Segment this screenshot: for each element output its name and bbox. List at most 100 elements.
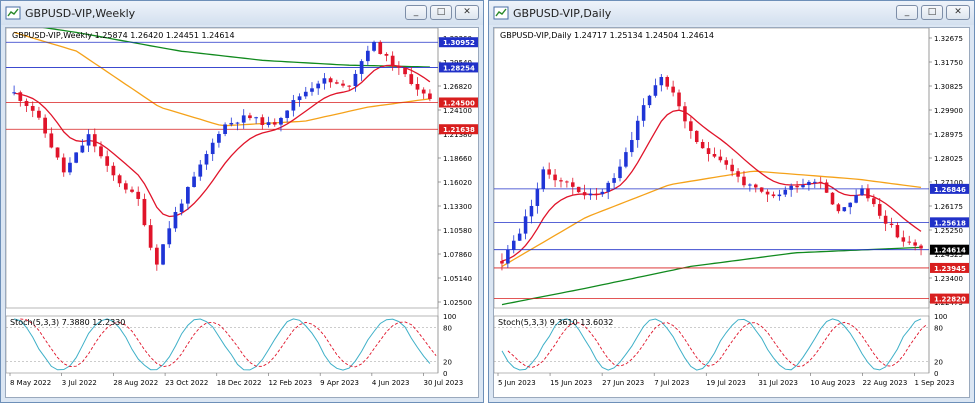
candle-body — [260, 117, 265, 126]
candle-body — [390, 55, 395, 67]
date-tick-label: 19 Jul 2023 — [706, 379, 746, 387]
price-tick-label: 1.10580 — [443, 227, 472, 235]
candle-body — [689, 121, 693, 131]
candle-body — [594, 193, 599, 195]
candle-body — [836, 204, 841, 212]
daily-chart-svg[interactable]: 1.32675 1.31750 1.30825 1.29900 1.28975 1.280… — [493, 27, 971, 399]
minimize-button[interactable]: _ — [896, 5, 918, 20]
candle-body — [765, 191, 770, 195]
close-button[interactable]: ✕ — [946, 5, 970, 20]
candle-body — [571, 182, 575, 187]
price-tick-label: 1.31750 — [934, 59, 963, 67]
level-price-label: 1.23945 — [934, 265, 966, 273]
level-price-tag — [439, 124, 478, 135]
level-price-tag — [930, 244, 969, 255]
candle-body — [111, 165, 116, 176]
candle-body — [748, 184, 752, 186]
candle-body — [123, 183, 128, 190]
weekly-chart-window[interactable]: GBPUSD-VIP,Weekly _ □ ✕ 1.322601.295401.… — [0, 0, 484, 403]
stochastic-tick-label: 20 — [934, 359, 943, 367]
candle-body — [192, 176, 196, 187]
candle-body — [43, 117, 47, 134]
candle-body — [742, 176, 746, 186]
candle-body — [612, 178, 616, 183]
candle-body — [588, 193, 593, 196]
price-tick-label: 1.28975 — [934, 131, 963, 139]
level-price-tag — [439, 97, 478, 108]
moving-average-short — [13, 64, 431, 218]
close-button[interactable]: ✕ — [455, 5, 479, 20]
candle-body — [49, 133, 54, 148]
candle-body — [511, 240, 516, 250]
candle-body — [624, 152, 628, 167]
candle-body — [272, 122, 277, 125]
level-price-label: 1.22820 — [934, 296, 966, 304]
stochastic-label: Stoch(5,3,3) 7.3880 12.2330 — [10, 318, 125, 327]
price-tick-label: 1.16020 — [443, 179, 472, 187]
date-tick-label: 9 Apr 2023 — [320, 379, 359, 387]
stochastic-tick-label: 0 — [934, 370, 938, 378]
price-tick-label: 1.23400 — [934, 275, 963, 283]
daily-window-title: GBPUSD-VIP,Daily — [513, 6, 612, 20]
candle-body — [365, 50, 370, 62]
date-tick-label: 27 Jun 2023 — [602, 379, 644, 387]
moving-average-long — [501, 246, 922, 306]
candle-body — [919, 245, 923, 249]
candle-body — [724, 160, 729, 165]
price-tick-label: 1.24100 — [443, 107, 472, 115]
candle-body — [647, 95, 652, 106]
candle-body — [517, 233, 522, 241]
date-tick-label: 22 Aug 2023 — [862, 379, 907, 387]
candle-body — [712, 153, 717, 157]
restore-button[interactable]: □ — [430, 5, 452, 20]
candle-body — [618, 166, 622, 179]
weekly-chart-svg[interactable]: 1.322601.295401.268201.241001.213801.186… — [5, 22, 480, 399]
daily-chart-window[interactable]: GBPUSD-VIP,Daily _ □ ✕ 1.32675 1.31750 1.3… — [488, 0, 975, 403]
candle-body — [384, 53, 389, 56]
candle-body — [229, 122, 234, 125]
candle-body — [55, 147, 60, 158]
candle-body — [266, 122, 271, 126]
candle-body — [18, 92, 23, 101]
minimize-button[interactable]: _ — [405, 5, 427, 20]
price-tick-label: 1.07860 — [443, 251, 472, 259]
stochastic-main-line — [501, 318, 922, 371]
candle-body — [105, 156, 110, 166]
stochastic-main-line — [13, 318, 431, 371]
weekly-chart-area[interactable]: 1.322601.295401.268201.241001.213801.186… — [5, 22, 480, 399]
stochastic-tick-label: 20 — [443, 359, 452, 367]
price-tick-label: 1.30825 — [934, 83, 963, 91]
candle-body — [297, 96, 302, 101]
candle-body — [830, 192, 835, 205]
candle-body — [907, 241, 912, 243]
daily-window-titlebar[interactable]: GBPUSD-VIP,Daily _ □ ✕ — [489, 1, 974, 25]
date-tick-label: 5 Jun 2023 — [498, 379, 536, 387]
date-tick-label: 23 Oct 2022 — [165, 379, 208, 387]
candle-body — [310, 88, 314, 92]
candle-body — [630, 140, 634, 153]
candle-body — [241, 115, 246, 123]
candle-body — [285, 110, 290, 118]
price-tick-label: 1.24325 — [934, 251, 963, 259]
candle-body — [409, 74, 414, 84]
restore-button[interactable]: □ — [921, 5, 943, 20]
price-tick-label: 1.28025 — [934, 155, 963, 163]
stochastic-tick-label: 100 — [443, 313, 456, 321]
candle-body — [99, 146, 103, 157]
weekly-window-titlebar[interactable]: GBPUSD-VIP,Weekly _ □ ✕ — [1, 1, 483, 25]
chart-window-icon — [493, 6, 509, 20]
candle-body — [186, 186, 190, 204]
candle-body — [813, 181, 817, 183]
level-price-label: 1.21638 — [443, 126, 475, 134]
price-tick-label: 1.26820 — [443, 83, 472, 91]
candle-body — [328, 78, 333, 83]
daily-chart-area[interactable]: 1.32675 1.31750 1.30825 1.29900 1.28975 1.280… — [493, 27, 970, 398]
level-price-label: 1.24500 — [443, 99, 475, 107]
candle-body — [428, 93, 432, 99]
candle-body — [700, 142, 705, 149]
candle-body — [718, 156, 723, 161]
candle-body — [677, 92, 681, 107]
candle-body — [807, 181, 811, 186]
price-tick-label: 1.05140 — [443, 275, 472, 283]
candle-body — [334, 82, 339, 84]
